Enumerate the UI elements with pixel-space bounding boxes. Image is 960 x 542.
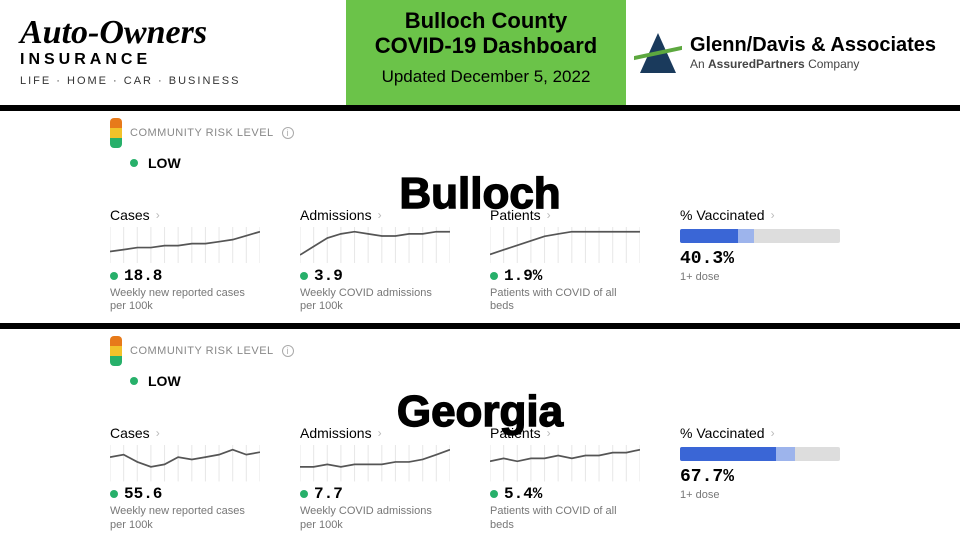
chevron-right-icon: › (378, 426, 382, 440)
sparkline (300, 445, 450, 481)
metrics-row: Cases › 18.8 Weekly new reported cases p… (110, 207, 850, 313)
metric-cases: Cases › 18.8 Weekly new reported cases p… (110, 207, 260, 313)
sparkline (490, 227, 640, 263)
sparkline (110, 227, 260, 263)
risk-row: COMMUNITY RISK LEVEL i (110, 337, 850, 365)
chevron-right-icon: › (156, 208, 160, 222)
trend-dot-icon (300, 490, 308, 498)
metrics-row: Cases › 55.6 Weekly new reported cases p… (110, 425, 850, 531)
bar-segment-secondary (738, 229, 754, 243)
region-panel-georgia: COMMUNITY RISK LEVEL i LOW Georgia Cases… (0, 329, 960, 541)
trend-dot-icon (300, 272, 308, 280)
metric-value: 55.6 (124, 485, 162, 503)
metric-value: 18.8 (124, 267, 162, 285)
risk-row: COMMUNITY RISK LEVEL i (110, 119, 850, 147)
metric-vaccinated: % Vaccinated › 40.3% 1+ dose (680, 207, 850, 313)
title-updated: Updated December 5, 2022 (352, 67, 620, 87)
metric-admissions: Admissions › 3.9 Weekly COVID admissions… (300, 207, 450, 313)
title-block: Bulloch County COVID-19 Dashboard Update… (346, 0, 626, 105)
metric-header[interactable]: % Vaccinated › (680, 425, 850, 441)
region-name: Georgia (397, 387, 563, 437)
metric-desc: Weekly COVID admissions per 100k (300, 505, 450, 531)
metric-value: 3.9 (314, 267, 343, 285)
glenn-davis-logo-icon (634, 29, 682, 77)
metric-value: 5.4% (504, 485, 542, 503)
risk-dot-icon (130, 377, 138, 385)
trend-dot-icon (490, 490, 498, 498)
title-line1: Bulloch County (352, 8, 620, 33)
region-name: Bulloch (399, 169, 560, 219)
sponsor-right: Glenn/Davis & Associates An AssuredPartn… (626, 21, 960, 85)
region-panel-bulloch: COMMUNITY RISK LEVEL i LOW Bulloch Cases… (0, 111, 960, 323)
metric-admissions: Admissions › 7.7 Weekly COVID admissions… (300, 425, 450, 531)
metric-vaccinated: % Vaccinated › 67.7% 1+ dose (680, 425, 850, 531)
metric-desc: Weekly new reported cases per 100k (110, 505, 260, 531)
chevron-right-icon: › (156, 426, 160, 440)
risk-value: LOW (148, 373, 181, 389)
vaccination-desc: 1+ dose (680, 271, 850, 283)
metric-value: 7.7 (314, 485, 343, 503)
auto-owners-sub: INSURANCE (20, 51, 338, 69)
sparkline (490, 445, 640, 481)
sparkline (300, 227, 450, 263)
chevron-right-icon: › (771, 426, 775, 440)
bar-segment-secondary (776, 447, 795, 461)
glenn-davis-name: Glenn/Davis & Associates (690, 34, 936, 57)
bar-segment-primary (680, 229, 738, 243)
header: Auto-Owners INSURANCE LIFE · HOME · CAR … (0, 0, 960, 105)
vaccination-value: 67.7% (680, 467, 850, 487)
risk-pill-icon (110, 336, 122, 366)
sponsor-left: Auto-Owners INSURANCE LIFE · HOME · CAR … (0, 10, 346, 95)
risk-label: COMMUNITY RISK LEVEL (130, 127, 274, 139)
metric-desc: Weekly new reported cases per 100k (110, 287, 260, 313)
info-icon[interactable]: i (282, 345, 294, 357)
metric-patients: Patients › 1.9% Patients with COVID of a… (490, 207, 640, 313)
vaccination-value: 40.3% (680, 249, 850, 269)
chevron-right-icon: › (771, 208, 775, 222)
trend-dot-icon (110, 490, 118, 498)
metric-value: 1.9% (504, 267, 542, 285)
risk-dot-icon (130, 159, 138, 167)
metric-desc: Patients with COVID of all beds (490, 505, 640, 531)
metric-patients: Patients › 5.4% Patients with COVID of a… (490, 425, 640, 531)
title-line2: COVID-19 Dashboard (352, 33, 620, 58)
metric-header[interactable]: % Vaccinated › (680, 207, 850, 223)
sparkline (110, 445, 260, 481)
metric-header[interactable]: Cases › (110, 207, 260, 223)
vaccination-bar (680, 447, 840, 461)
metric-desc: Weekly COVID admissions per 100k (300, 287, 450, 313)
risk-pill-icon (110, 118, 122, 148)
trend-dot-icon (490, 272, 498, 280)
chevron-right-icon: › (378, 208, 382, 222)
bar-segment-primary (680, 447, 776, 461)
auto-owners-tagline: LIFE · HOME · CAR · BUSINESS (20, 75, 338, 87)
risk-label: COMMUNITY RISK LEVEL (130, 345, 274, 357)
vaccination-desc: 1+ dose (680, 489, 850, 501)
risk-value: LOW (148, 155, 181, 171)
trend-dot-icon (110, 272, 118, 280)
metric-desc: Patients with COVID of all beds (490, 287, 640, 313)
metric-cases: Cases › 55.6 Weekly new reported cases p… (110, 425, 260, 531)
auto-owners-logo: Auto-Owners (20, 18, 338, 49)
glenn-davis-sub: An AssuredPartners Company (690, 57, 936, 71)
metric-header[interactable]: Cases › (110, 425, 260, 441)
info-icon[interactable]: i (282, 127, 294, 139)
vaccination-bar (680, 229, 840, 243)
